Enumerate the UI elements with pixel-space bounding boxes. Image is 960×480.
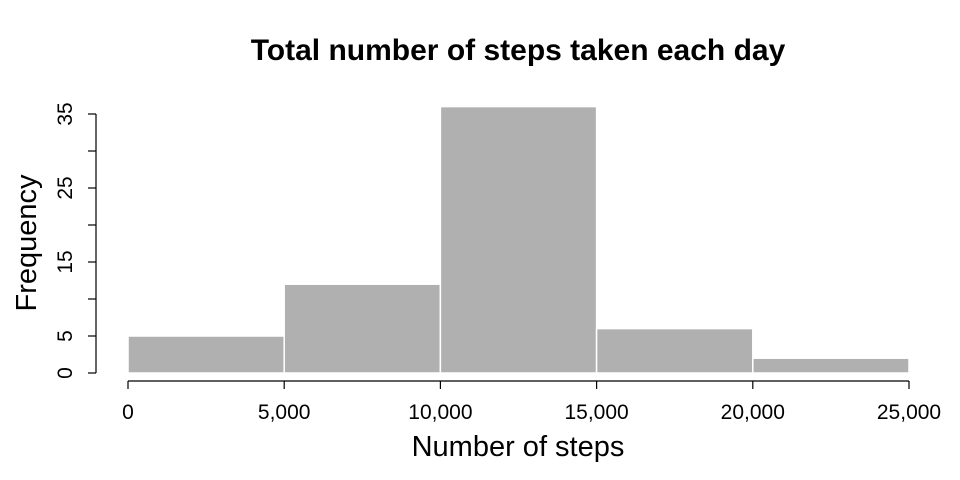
- x-tick-label-0: 0: [122, 401, 134, 424]
- x-tick-label-5: 25,000: [877, 401, 941, 424]
- histogram-bar-0: [127, 335, 285, 374]
- x-tick-label-4: 20,000: [721, 401, 785, 424]
- y-axis-label: Frequency: [11, 174, 43, 312]
- x-axis: 0 5,000 10,000 15,000 20,000 25,000: [122, 380, 941, 424]
- histogram-bar-4: [752, 357, 910, 374]
- y-tick-label-5: 25: [54, 176, 77, 199]
- y-tick-label-1: 5: [54, 330, 77, 342]
- y-tick-label-3: 15: [54, 250, 77, 273]
- x-axis-label: Number of steps: [412, 431, 625, 463]
- histogram-bar-3: [595, 327, 754, 374]
- x-tick-label-1: 5,000: [258, 401, 311, 424]
- histogram-bar-1: [283, 283, 442, 374]
- bars-group: [127, 105, 910, 374]
- x-tick-label-2: 10,000: [408, 401, 472, 424]
- histogram-bar-2: [439, 105, 598, 374]
- x-tick-label-3: 15,000: [564, 401, 628, 424]
- y-axis: 0 5 15 25 35: [54, 102, 97, 379]
- y-tick-label-0: 0: [54, 367, 77, 379]
- y-tick-label-7: 35: [54, 102, 77, 125]
- chart-title: Total number of steps taken each day: [251, 34, 786, 67]
